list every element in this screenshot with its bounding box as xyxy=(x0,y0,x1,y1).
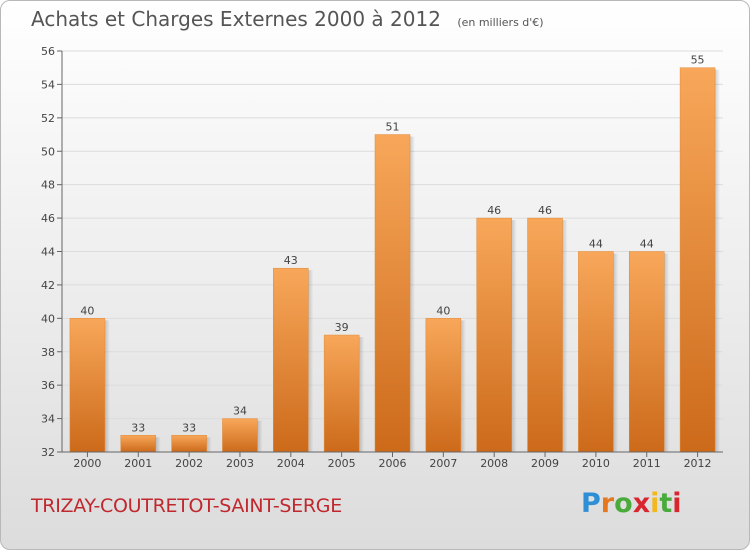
data-label: 40 xyxy=(436,304,450,317)
labels: 32 34 36 38 40 42 44 46 48 50 52 54 56 40 2000 33 2001 33… xyxy=(41,45,712,470)
x-tick-label: 2001 xyxy=(124,457,152,470)
x-tick-label: 2012 xyxy=(684,457,712,470)
bar-shadow xyxy=(460,320,466,452)
bar-shadow xyxy=(206,437,212,452)
data-label: 33 xyxy=(131,421,145,434)
data-label: 51 xyxy=(386,121,400,134)
bar-shadow xyxy=(155,437,161,452)
bar xyxy=(323,334,360,453)
y-tick-label: 36 xyxy=(41,379,55,392)
bar xyxy=(69,318,106,453)
y-tick-label: 40 xyxy=(41,312,55,325)
y-tick-label: 46 xyxy=(41,212,55,225)
y-tick-label: 32 xyxy=(41,446,55,459)
chart-title: Achats et Charges Externes 2000 à 2012 (… xyxy=(31,7,544,31)
data-label: 46 xyxy=(538,204,552,217)
bar-shadow xyxy=(715,69,721,452)
x-tick-label: 2006 xyxy=(379,457,407,470)
brand-letter: P xyxy=(581,488,601,519)
brand-letter: t xyxy=(659,488,673,519)
brand-letter: r xyxy=(600,488,615,519)
bar xyxy=(476,217,512,453)
bar xyxy=(628,251,665,453)
data-label: 33 xyxy=(182,421,196,434)
bar xyxy=(374,134,411,453)
x-tick-label: 2003 xyxy=(226,457,254,470)
data-label: 55 xyxy=(691,54,705,67)
bar xyxy=(578,251,614,453)
bar-shadow xyxy=(308,270,314,452)
data-label: 39 xyxy=(335,321,349,334)
x-tick-label: 2005 xyxy=(328,457,356,470)
x-tick-label: 2010 xyxy=(582,457,610,470)
bar-shadow xyxy=(613,253,619,452)
bar-shadow xyxy=(562,220,568,452)
chart-unit: (en milliers d'€) xyxy=(457,16,544,29)
bar xyxy=(273,267,309,453)
y-tick-label: 54 xyxy=(41,78,55,91)
y-tick-label: 52 xyxy=(41,112,55,125)
y-tick-label: 56 xyxy=(41,45,55,58)
x-tick-label: 2008 xyxy=(480,457,508,470)
y-tick-label: 38 xyxy=(41,346,55,359)
data-label: 46 xyxy=(487,204,501,217)
y-tick-label: 34 xyxy=(41,413,55,426)
data-label: 40 xyxy=(80,304,94,317)
bar-shadow xyxy=(104,320,110,452)
bar-shadow xyxy=(359,337,365,452)
x-tick-label: 2002 xyxy=(175,457,203,470)
bar-shadow xyxy=(257,420,263,452)
x-tick-label: 2011 xyxy=(633,457,661,470)
data-label: 44 xyxy=(640,238,654,251)
data-label: 34 xyxy=(233,405,247,418)
data-label: 44 xyxy=(589,238,603,251)
x-tick-label: 2004 xyxy=(277,457,305,470)
bar-shadow xyxy=(410,136,415,452)
y-tick-label: 50 xyxy=(41,145,55,158)
y-tick-label: 42 xyxy=(41,279,55,292)
bar xyxy=(222,418,258,453)
commune-name: TRIZAY-COUTRETOT-SAINT-SERGE xyxy=(31,495,342,517)
x-tick-label: 2000 xyxy=(73,457,101,470)
bar-shadow xyxy=(511,220,517,452)
bars xyxy=(69,67,721,453)
brand-letter: x xyxy=(632,488,651,519)
bar xyxy=(527,217,563,453)
data-label: 43 xyxy=(284,254,298,267)
axes xyxy=(57,50,723,457)
bar xyxy=(425,318,462,453)
y-tick-label: 48 xyxy=(41,179,55,192)
brand-letter: i xyxy=(672,488,682,519)
brand-logo: Proxiti xyxy=(581,488,682,519)
bar xyxy=(679,67,716,453)
bar xyxy=(120,435,157,453)
x-tick-label: 2009 xyxy=(531,457,559,470)
bar-shadow xyxy=(664,253,670,452)
chart-title-text: Achats et Charges Externes 2000 à 2012 xyxy=(31,7,441,31)
y-tick-label: 44 xyxy=(41,246,55,259)
brand-letter: o xyxy=(614,488,633,519)
x-tick-label: 2007 xyxy=(429,457,457,470)
brand-letter: i xyxy=(650,488,660,519)
bar xyxy=(171,435,207,453)
